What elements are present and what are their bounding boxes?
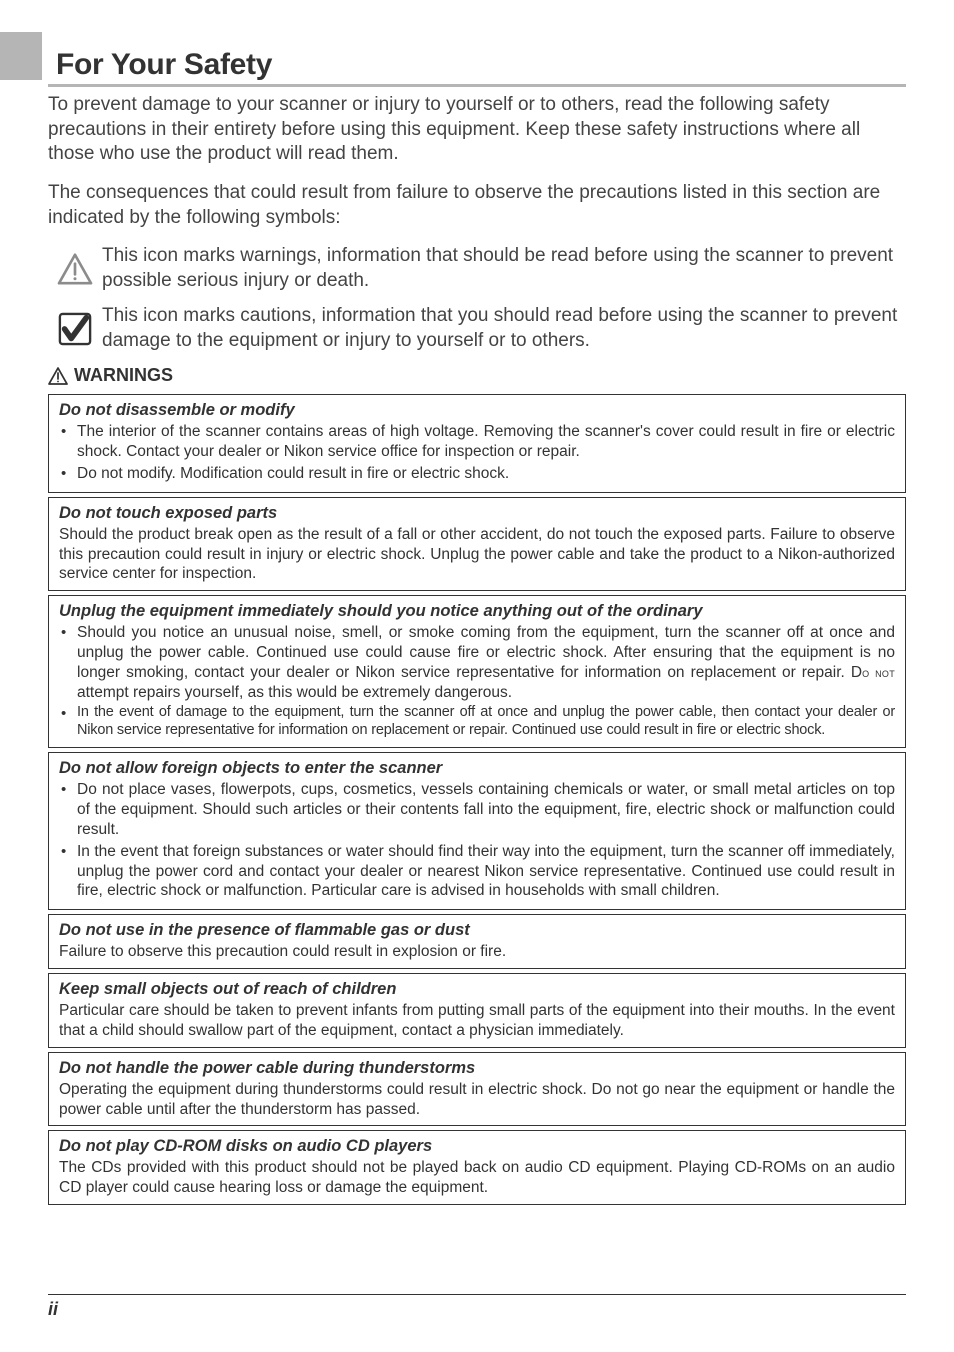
warning-icon-row: This icon marks warnings, information th… — [48, 244, 906, 293]
box-body: Particular care should be taken to preve… — [59, 1001, 895, 1041]
warnings-header: WARNINGS — [48, 365, 906, 386]
intro-paragraph-1: To prevent damage to your scanner or inj… — [48, 93, 906, 167]
bullet-icon: • — [59, 704, 77, 724]
box-body: Should the product break open as the res… — [59, 525, 895, 584]
warnings-label: WARNINGS — [74, 365, 173, 386]
warning-box-foreign: Do not allow foreign objects to enter th… — [48, 752, 906, 910]
caution-icon — [58, 312, 92, 346]
title-block: For Your Safety — [48, 48, 906, 87]
list-item-text: In the event that foreign substances or … — [77, 842, 895, 901]
list-item-text: The interior of the scanner contains are… — [77, 422, 895, 462]
warning-box-cdrom: Do not play CD-ROM disks on audio CD pla… — [48, 1130, 906, 1205]
intro-paragraph-2: The consequences that could result from … — [48, 181, 906, 230]
box-title: Do not use in the presence of flammable … — [59, 921, 895, 940]
text-fragment: Should you notice an unusual noise, smel… — [77, 624, 895, 681]
do-not-smallcaps: Do not — [851, 664, 895, 681]
box-title: Do not play CD-ROM disks on audio CD pla… — [59, 1137, 895, 1156]
caution-icon-description: This icon marks cautions, information th… — [102, 304, 906, 353]
box-title: Do not disassemble or modify — [59, 401, 895, 420]
box-title: Do not touch exposed parts — [59, 504, 895, 523]
bullet-icon: • — [59, 422, 77, 442]
box-title: Do not allow foreign objects to enter th… — [59, 759, 895, 778]
box-title: Unplug the equipment immediately should … — [59, 602, 895, 621]
list-item-text: Do not modify. Modification could result… — [77, 464, 895, 484]
text-fragment: attempt repairs yourself, as this would … — [77, 684, 512, 701]
list-item: • In the event of damage to the equipmen… — [59, 704, 895, 739]
page-title: For Your Safety — [48, 48, 272, 84]
warning-box-disassemble: Do not disassemble or modify • The inter… — [48, 394, 906, 492]
list-item-text: Should you notice an unusual noise, smel… — [77, 623, 895, 702]
list-item: • Should you notice an unusual noise, sm… — [59, 623, 895, 702]
box-body: Operating the equipment during thunderst… — [59, 1080, 895, 1120]
list-item: • The interior of the scanner contains a… — [59, 422, 895, 462]
box-title: Keep small objects out of reach of child… — [59, 980, 895, 999]
footer: ii — [48, 1294, 906, 1320]
warning-icon-description: This icon marks warnings, information th… — [102, 244, 906, 293]
list-item: • Do not modify. Modification could resu… — [59, 464, 895, 484]
bullet-icon: • — [59, 780, 77, 800]
list-item: • Do not place vases, flowerpots, cups, … — [59, 780, 895, 839]
list-item-text: Do not place vases, flowerpots, cups, co… — [77, 780, 895, 839]
warning-icon — [57, 253, 93, 285]
list-item-text: In the event of damage to the equipment,… — [77, 704, 895, 739]
list-item: • In the event that foreign substances o… — [59, 842, 895, 901]
warning-box-children: Keep small objects out of reach of child… — [48, 973, 906, 1048]
page-number: ii — [48, 1299, 58, 1319]
box-body: The CDs provided with this product shoul… — [59, 1158, 895, 1198]
bullet-icon: • — [59, 842, 77, 862]
box-title: Do not handle the power cable during thu… — [59, 1059, 895, 1078]
side-tab — [0, 32, 42, 80]
warning-box-thunder: Do not handle the power cable during thu… — [48, 1052, 906, 1127]
warnings-header-icon — [48, 367, 68, 385]
caution-icon-row: This icon marks cautions, information th… — [48, 304, 906, 353]
warning-box-unplug: Unplug the equipment immediately should … — [48, 595, 906, 748]
warning-box-flammable: Do not use in the presence of flammable … — [48, 914, 906, 969]
warning-box-exposed: Do not touch exposed parts Should the pr… — [48, 497, 906, 591]
bullet-icon: • — [59, 623, 77, 643]
box-body: Failure to observe this precaution could… — [59, 942, 895, 962]
bullet-icon: • — [59, 464, 77, 484]
